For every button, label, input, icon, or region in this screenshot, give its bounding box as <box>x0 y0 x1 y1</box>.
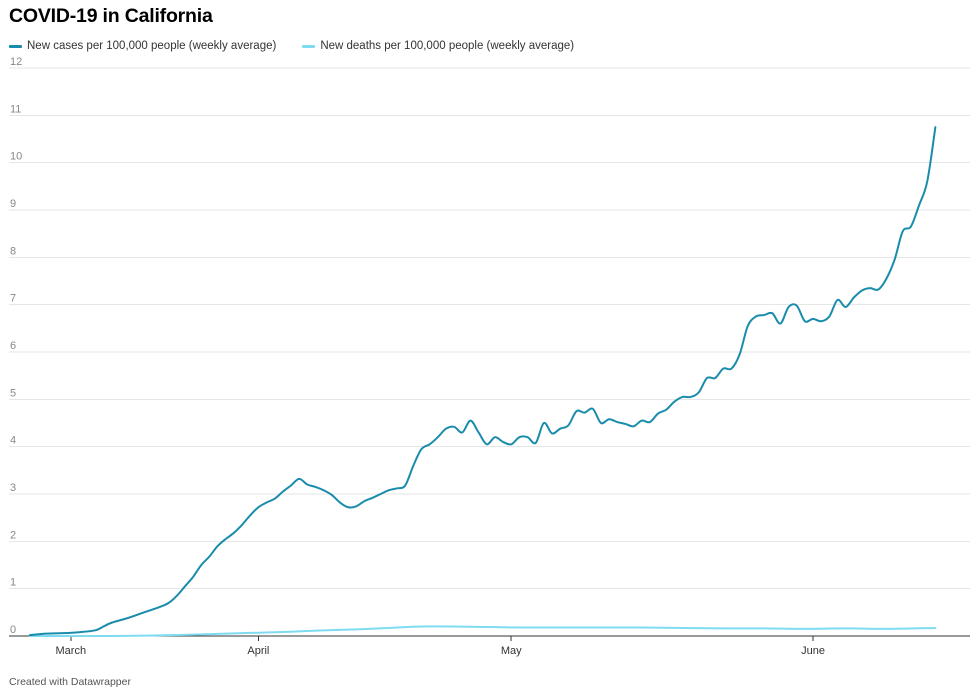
y-tick-label: 2 <box>10 529 16 541</box>
y-tick-label: 9 <box>10 198 16 210</box>
y-tick-label: 10 <box>10 151 22 163</box>
y-tick-label: 1 <box>10 577 16 589</box>
chart-legend: New cases per 100,000 people (weekly ave… <box>9 40 600 52</box>
gridlines <box>9 67 970 637</box>
y-tick-label: 5 <box>10 387 16 399</box>
legend-label-deaths: New deaths per 100,000 people (weekly av… <box>320 40 575 52</box>
legend-label-cases: New cases per 100,000 people (weekly ave… <box>27 40 277 52</box>
y-tick-label: 8 <box>10 245 16 257</box>
footer-credit: Created with Datawrapper <box>9 676 131 688</box>
legend-item-deaths: New deaths per 100,000 people (weekly av… <box>302 40 574 52</box>
series-lines <box>29 126 937 638</box>
y-tick-label: 11 <box>10 103 21 115</box>
legend-swatch-deaths <box>302 44 316 48</box>
x-tick-label: April <box>247 645 269 657</box>
y-tick-label: 12 <box>10 56 22 68</box>
y-tick-label: 0 <box>10 624 16 636</box>
x-tick-label: June <box>801 645 825 657</box>
y-tick-label: 3 <box>10 482 16 494</box>
series-line-deaths <box>29 625 937 638</box>
chart-title: COVID-19 in California <box>9 5 213 27</box>
y-tick-label: 4 <box>10 435 16 447</box>
x-tick-label: May <box>501 645 522 657</box>
x-tick-label: March <box>56 645 87 657</box>
y-tick-label: 6 <box>10 340 16 352</box>
series-line-cases <box>29 126 937 637</box>
y-tick-label: 7 <box>10 293 16 305</box>
x-axis: March April May June <box>56 636 825 657</box>
legend-item-cases: New cases per 100,000 people (weekly ave… <box>9 40 276 52</box>
legend-swatch-cases <box>9 44 22 48</box>
